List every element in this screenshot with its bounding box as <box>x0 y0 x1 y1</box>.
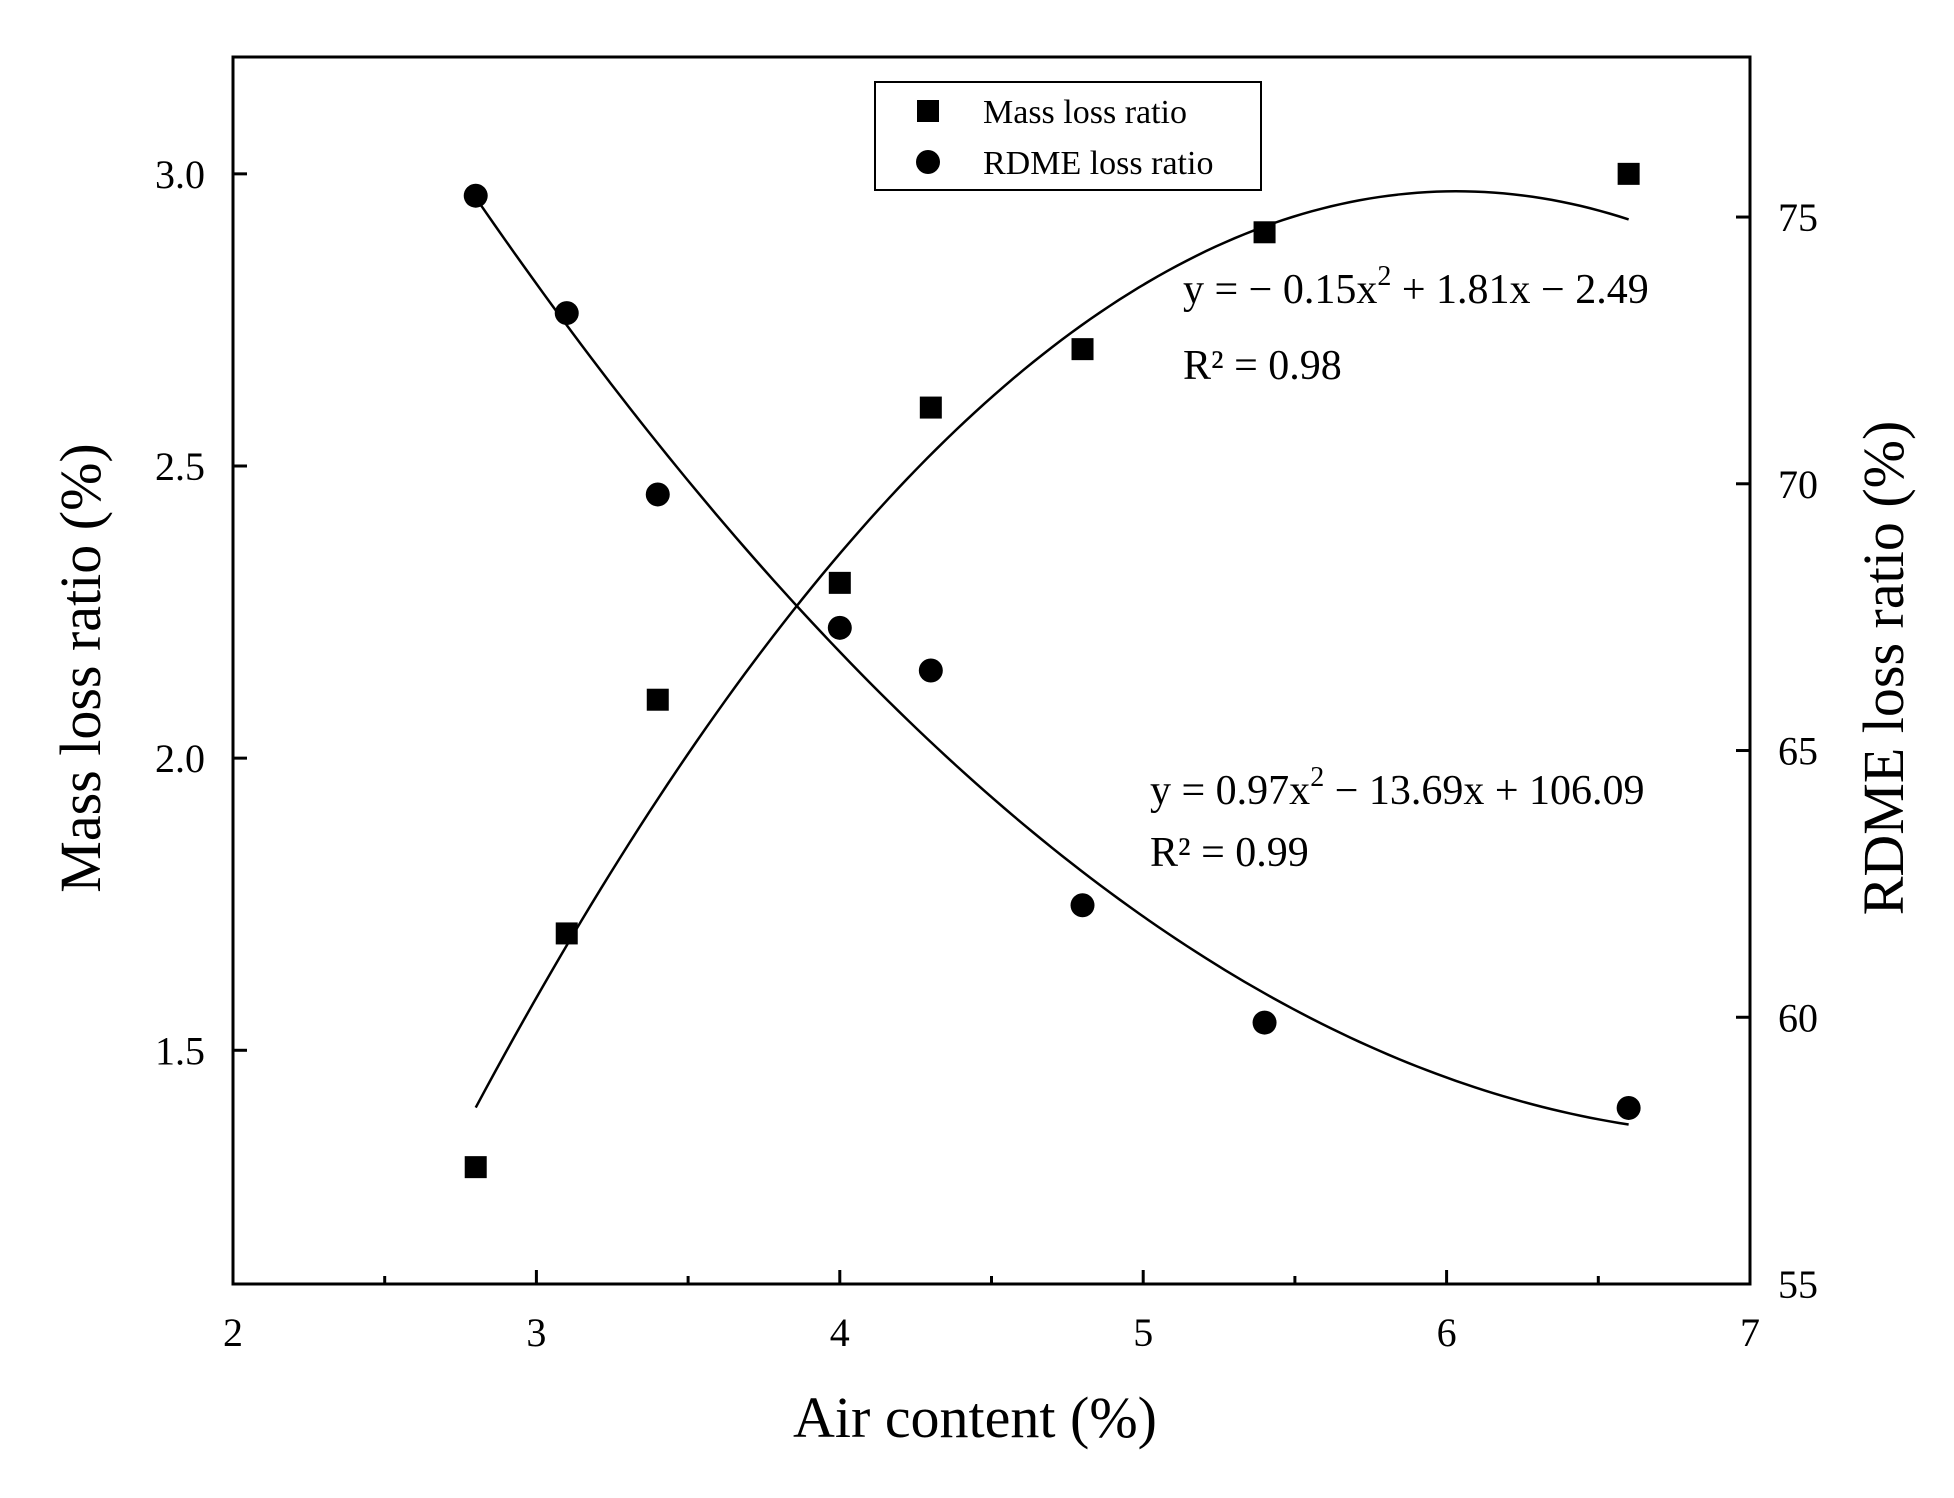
rdme-loss-point <box>645 482 670 507</box>
legend-label-mass: Mass loss ratio <box>983 94 1187 131</box>
y-axis-right-title: RDME loss ratio (%) <box>1851 421 1916 916</box>
rdme-loss-point <box>1616 1095 1641 1120</box>
mass-loss-point <box>1617 162 1640 185</box>
mass-loss-point <box>828 571 851 594</box>
mass-loss-point <box>1253 221 1276 244</box>
legend-label-rdme: RDME loss ratio <box>983 145 1213 182</box>
data-points <box>463 162 1641 1179</box>
y-right-tick-label: 55 <box>1778 1262 1818 1307</box>
equation-mass-main: y = − 0.15x <box>1183 267 1377 313</box>
x-axis-title: Air content (%) <box>793 1385 1157 1450</box>
rdme-loss-point <box>827 615 852 640</box>
mass-loss-point <box>919 396 942 419</box>
mass-loss-point <box>1071 338 1094 361</box>
equation-rdme: y = 0.97x2 − 13.69x + 106.09 <box>1150 762 1645 814</box>
y-left-tick-label: 2.5 <box>155 444 205 489</box>
equation-rdme-sup: 2 <box>1310 762 1324 793</box>
legend-square-marker <box>917 100 939 122</box>
legend-circle-marker <box>916 150 940 174</box>
rdme-loss-point <box>1070 893 1095 918</box>
y-left-tick-label: 1.5 <box>155 1028 205 1073</box>
equation-rdme-rest: − 13.69x + 106.09 <box>1324 768 1644 814</box>
x-tick-label: 3 <box>526 1310 546 1355</box>
equation-mass: y = − 0.15x2 + 1.81x − 2.49 <box>1183 261 1649 313</box>
mass-loss-point <box>464 1156 487 1179</box>
plot-frame <box>231 55 1752 1286</box>
x-tick-label: 6 <box>1437 1310 1457 1355</box>
r2-rdme: R² = 0.99 <box>1150 830 1309 876</box>
rdme-loss-point <box>918 658 943 683</box>
y-right-tick-label: 60 <box>1778 995 1818 1040</box>
equation-rdme-main: y = 0.97x <box>1150 768 1310 814</box>
legend-box <box>874 81 1262 191</box>
rdme-loss-point <box>554 301 579 326</box>
rdme-loss-point <box>463 183 488 208</box>
r2-mass: R² = 0.98 <box>1183 343 1342 389</box>
y-right-tick-label: 70 <box>1778 462 1818 507</box>
x-tick-label: 7 <box>1740 1310 1760 1355</box>
y-right-tick-label: 75 <box>1778 195 1818 240</box>
fit-curve-rdme <box>474 196 1629 1126</box>
x-tick-label: 2 <box>223 1310 243 1355</box>
mass-loss-point <box>646 688 669 711</box>
mass-loss-point <box>555 922 578 945</box>
rdme-loss-point <box>1252 1010 1277 1035</box>
y-axis-left-title: Mass loss ratio (%) <box>48 443 113 892</box>
fit-curves <box>474 190 1630 1126</box>
axis-ticks: 2 3 4 5 6 7 1.5 2.0 2.5 3.0 55 60 65 70 75 <box>155 152 1818 1355</box>
equation-mass-rest: + 1.81x − 2.49 <box>1391 267 1648 313</box>
x-tick-label: 5 <box>1133 1310 1153 1355</box>
y-right-tick-label: 65 <box>1778 729 1818 774</box>
x-tick-label: 4 <box>830 1310 850 1355</box>
y-left-tick-label: 3.0 <box>155 152 205 197</box>
y-left-tick-label: 2.0 <box>155 736 205 781</box>
legend: Mass loss ratio RDME loss ratio <box>874 81 1262 191</box>
fit-curve-mass <box>474 190 1630 1109</box>
equation-mass-sup: 2 <box>1377 261 1391 292</box>
